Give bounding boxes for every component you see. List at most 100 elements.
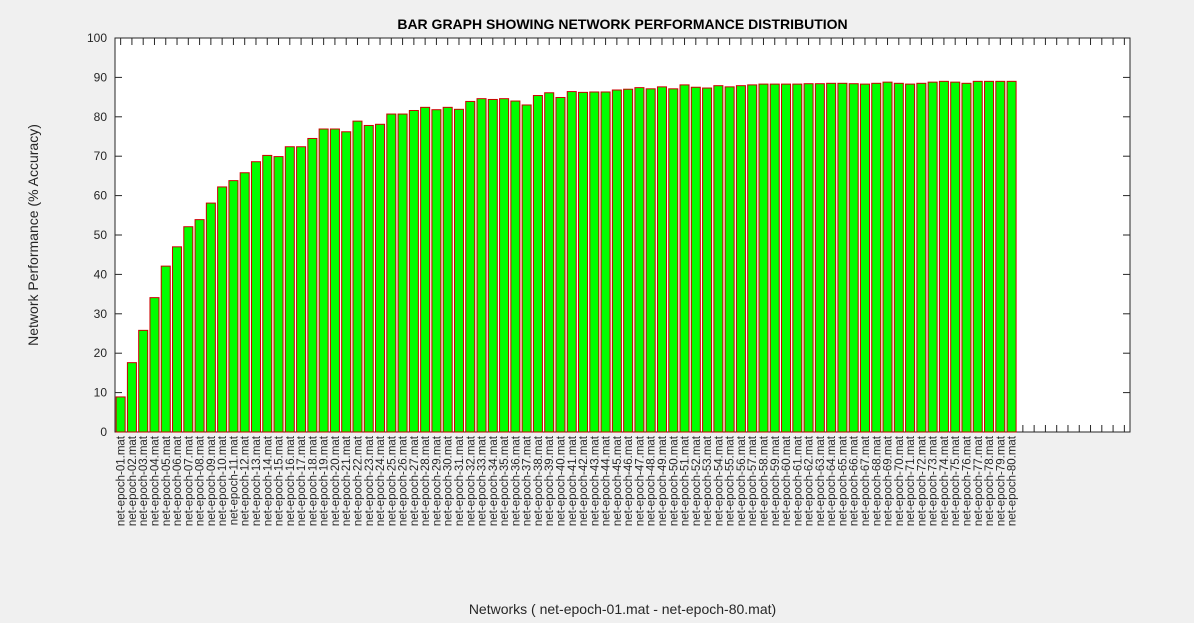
x-tick-label: net-epoch-33.mat: [477, 435, 489, 526]
x-tick-label: net-epoch-58.mat: [758, 435, 770, 526]
y-tick-label: 80: [94, 110, 108, 124]
bar: [871, 82, 882, 433]
bar: [329, 128, 340, 433]
y-tick-label: 60: [94, 189, 108, 203]
x-tick-label: net-epoch-11.mat: [228, 435, 240, 525]
bar: [499, 98, 510, 433]
bar: [307, 137, 318, 433]
x-tick-label: net-epoch-06.mat: [172, 435, 184, 526]
x-tick-label: net-epoch-03.mat: [138, 435, 150, 526]
bar: [250, 161, 261, 433]
x-tick-label: net-epoch-61.mat: [792, 435, 804, 526]
bar: [634, 87, 645, 433]
x-tick-label: net-epoch-66.mat: [849, 435, 861, 526]
bar: [476, 98, 487, 433]
x-tick-label: net-epoch-74.mat: [939, 435, 951, 526]
x-tick-label: net-epoch-01.mat: [116, 435, 128, 526]
bar: [149, 297, 160, 433]
bar: [578, 91, 589, 433]
x-tick-label: net-epoch-56.mat: [736, 435, 748, 526]
bar: [589, 91, 600, 433]
bar: [961, 82, 972, 433]
bar-series: [115, 80, 1017, 433]
x-tick-label: net-epoch-22.mat: [352, 435, 364, 526]
x-tick-label: net-epoch-30.mat: [443, 435, 455, 526]
x-tick-label: net-epoch-04.mat: [149, 435, 161, 526]
x-tick-label: net-epoch-18.mat: [307, 435, 319, 526]
x-tick-label: net-epoch-10.mat: [217, 435, 229, 526]
x-tick-label: net-epoch-68.mat: [871, 435, 883, 526]
x-tick-label: net-epoch-05.mat: [161, 435, 173, 526]
y-tick-label: 20: [94, 346, 108, 360]
bar: [566, 91, 577, 433]
y-tick-label: 100: [87, 31, 107, 45]
x-tick-label: net-epoch-25.mat: [386, 435, 398, 526]
bar: [950, 81, 961, 433]
bar: [453, 108, 464, 433]
x-tick-label: net-epoch-20.mat: [330, 435, 342, 526]
x-tick-label: net-epoch-28.mat: [420, 435, 432, 526]
x-tick-label: net-epoch-73.mat: [928, 435, 940, 526]
x-tick-label: net-epoch-77.mat: [973, 435, 985, 526]
bar: [645, 88, 656, 433]
bar: [713, 85, 724, 433]
x-tick-label: net-epoch-02.mat: [127, 435, 139, 526]
bar: [205, 202, 216, 433]
x-tick-label: net-epoch-14.mat: [262, 435, 274, 526]
x-tick-label: net-epoch-64.mat: [826, 435, 838, 526]
x-tick-label: net-epoch-72.mat: [916, 435, 928, 526]
x-tick-label: net-epoch-47.mat: [634, 435, 646, 526]
bar: [408, 109, 419, 433]
y-axis: 0 10 20 30 40 50 60 70 80 90 100: [87, 31, 1130, 439]
bar: [544, 92, 555, 433]
bar: [905, 83, 916, 433]
y-axis-label: Network Performance (% Accuracy): [25, 124, 41, 346]
bar: [747, 84, 758, 433]
bar: [859, 83, 870, 433]
x-tick-label: net-epoch-19.mat: [319, 435, 331, 526]
bar: [363, 124, 374, 433]
bar: [927, 81, 938, 433]
x-tick-label: net-epoch-21.mat: [341, 435, 353, 526]
x-tick-label: net-epoch-59.mat: [770, 435, 782, 526]
bar: [194, 219, 205, 433]
x-tick-label: net-epoch-51.mat: [680, 435, 692, 526]
bar: [668, 88, 679, 433]
x-tick-label: net-epoch-38.mat: [533, 435, 545, 526]
bar: [623, 88, 634, 433]
bar: [690, 86, 701, 433]
x-tick-label: net-epoch-70.mat: [894, 435, 906, 526]
x-tick-label: net-epoch-15.mat: [274, 435, 286, 526]
y-tick-label: 90: [94, 70, 108, 84]
x-tick-label: net-epoch-26.mat: [398, 435, 410, 526]
bar: [420, 106, 431, 433]
bar: [724, 86, 735, 433]
x-tick-label: net-epoch-53.mat: [702, 435, 714, 526]
bar: [848, 83, 859, 433]
x-tick-label: net-epoch-27.mat: [409, 435, 421, 526]
bar: [814, 83, 825, 433]
bar: [183, 226, 194, 433]
bar: [352, 120, 363, 433]
bar: [656, 86, 667, 433]
x-tick-label: net-epoch-62.mat: [804, 435, 816, 526]
x-axis: net-epoch-01.mat net-epoch-02.mat net-epoc…: [116, 38, 1125, 526]
x-tick-label: net-epoch-42.mat: [578, 435, 590, 526]
bar: [769, 83, 780, 433]
x-tick-label: net-epoch-23.mat: [364, 435, 376, 526]
bar: [521, 104, 532, 433]
x-axis-label: Networks ( net-epoch-01.mat - net-epoch-…: [469, 601, 776, 617]
bar: [893, 82, 904, 433]
x-tick-label: net-epoch-12.mat: [240, 435, 252, 526]
y-tick-label: 0: [100, 425, 107, 439]
plot-area: [114, 37, 1131, 433]
bar: [510, 100, 521, 433]
bar: [386, 113, 397, 433]
bar: [318, 128, 329, 433]
x-tick-label: net-epoch-69.mat: [883, 435, 895, 526]
y-tick-label: 30: [94, 307, 108, 321]
bar: [273, 156, 284, 433]
x-tick-label: net-epoch-60.mat: [781, 435, 793, 526]
